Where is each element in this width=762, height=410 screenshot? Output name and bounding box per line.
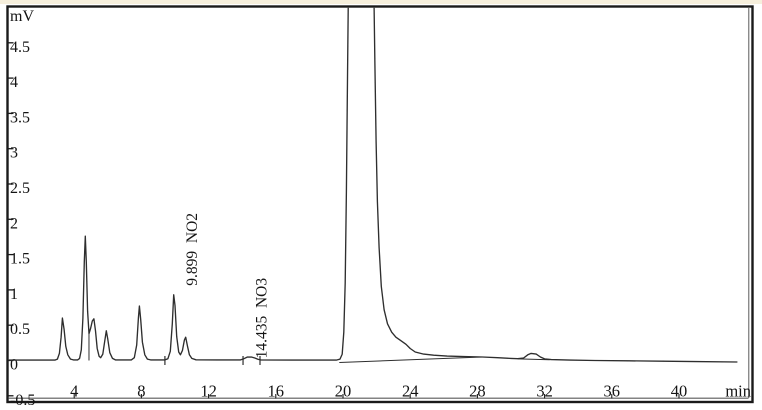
x-axis: 4 8 12 16 20 24 28 32 36 40 min <box>70 382 751 401</box>
y-tick-label: 0.5 <box>10 321 30 338</box>
x-tick-label: 4 <box>70 382 78 401</box>
integration-baselines <box>339 356 550 363</box>
x-tick-label: 8 <box>137 382 145 401</box>
y-tick-label: 2 <box>10 215 18 232</box>
y-tick-label: 2.5 <box>10 180 30 197</box>
x-tick-label: 36 <box>604 382 621 401</box>
y-tick-label: 3.5 <box>10 109 30 126</box>
peak-label-no2: 9.899 NO2 <box>184 213 201 286</box>
y-tick-label: 3 <box>10 145 18 162</box>
signal-trace <box>8 7 738 363</box>
x-tick-label: 40 <box>671 382 688 401</box>
integration-marks <box>88 333 261 365</box>
integration-baseline <box>339 356 483 363</box>
y-tick-label: -0.5 <box>10 392 35 409</box>
scan-edge-strip <box>0 0 762 4</box>
peak-labels: 9.899 NO2 14.435 NO3 <box>184 213 271 358</box>
y-tick-label: 1.5 <box>10 251 30 268</box>
integration-baseline <box>517 358 550 361</box>
y-axis-unit-label: mV <box>10 8 34 25</box>
x-tick-label: 20 <box>335 382 352 401</box>
x-tick-label: 28 <box>469 382 486 401</box>
plot-frame <box>6 5 754 404</box>
y-tick-label: 1 <box>10 286 18 303</box>
x-tick-label: 12 <box>200 382 217 401</box>
y-tick-label: 4.5 <box>10 39 30 56</box>
y-axis: mV 4.5 4 3.5 3 2.5 2 1.5 1 0.5 0 -0.5 <box>8 8 35 409</box>
y-tick-label: 0 <box>10 356 18 373</box>
frame-border <box>6 5 754 404</box>
y-tick-label: 4 <box>10 74 18 91</box>
x-tick-label: 32 <box>536 382 553 401</box>
x-tick-label: 24 <box>402 382 419 401</box>
peak-label-no3: 14.435 NO3 <box>254 278 271 359</box>
chromatogram-curve <box>8 7 738 363</box>
x-tick-label: 16 <box>268 382 285 401</box>
x-axis-unit-label: min <box>725 382 751 401</box>
